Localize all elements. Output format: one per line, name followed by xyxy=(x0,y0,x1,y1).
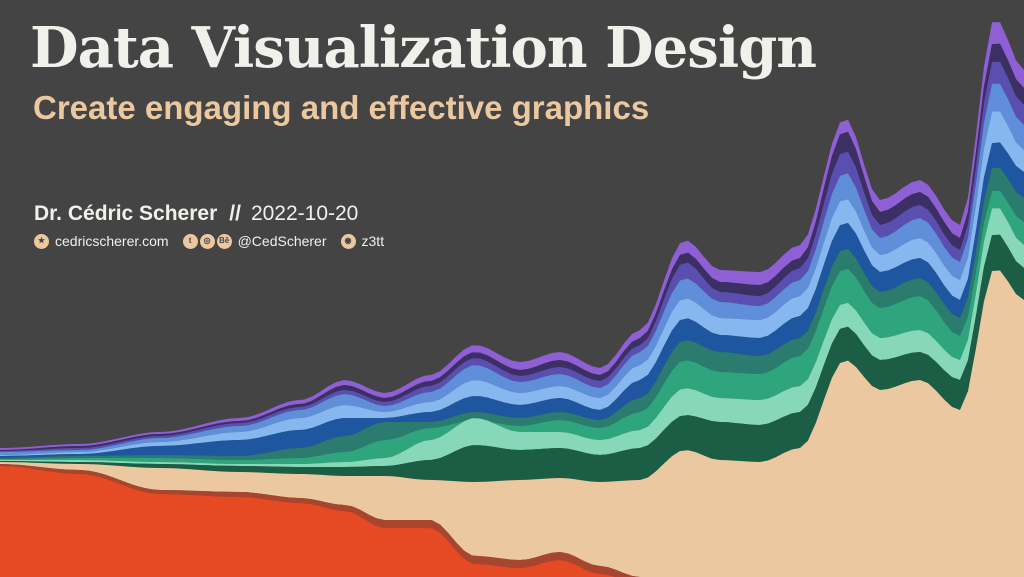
contact-links: ★ cedricscherer.com t ◎ Bē @CedScherer ◉… xyxy=(34,233,384,249)
stream-layer-8 xyxy=(0,190,1024,464)
social-handle-link[interactable]: @CedScherer xyxy=(237,233,327,249)
stream-layer-1 xyxy=(0,22,1024,450)
page-title: Data Visualization Design xyxy=(30,15,817,81)
website-link[interactable]: cedricscherer.com xyxy=(55,233,169,249)
behance-icon: Bē xyxy=(216,233,232,249)
instagram-icon: ◎ xyxy=(199,233,215,249)
author-name: Dr. Cédric Scherer xyxy=(34,202,218,225)
stream-layer-9 xyxy=(0,208,1024,467)
star-icon: ★ xyxy=(34,233,49,249)
stream-layer-11 xyxy=(0,270,1024,577)
presentation-date: 2022-10-20 xyxy=(250,202,359,225)
byline-separator: // xyxy=(229,202,241,225)
byline: Dr. Cédric Scherer // 2022-10-20 xyxy=(34,202,358,226)
stream-layer-7 xyxy=(0,167,1024,460)
github-icon: ◉ xyxy=(340,233,356,249)
github-link[interactable]: z3tt xyxy=(361,233,385,249)
stream-layer-6 xyxy=(0,142,1024,458)
stream-layer-13 xyxy=(0,466,616,577)
stream-layer-2 xyxy=(0,43,1024,452)
page-subtitle: Create engaging and effective graphics xyxy=(33,89,650,126)
twitter-icon: t xyxy=(182,233,198,249)
stream-layer-12 xyxy=(0,464,640,577)
stream-layer-4 xyxy=(0,83,1024,455)
